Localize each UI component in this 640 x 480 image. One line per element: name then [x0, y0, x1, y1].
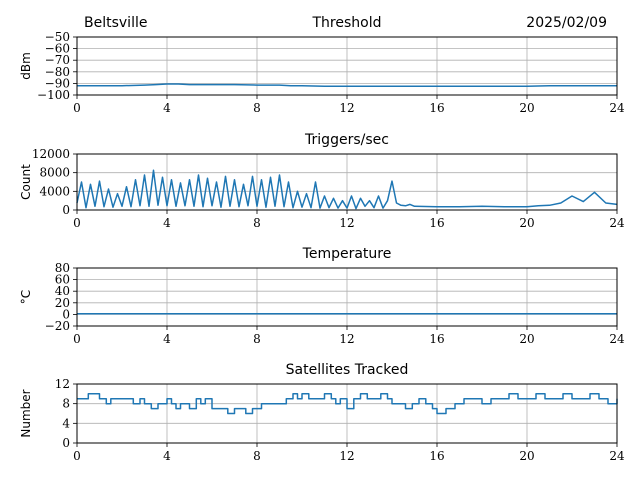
chart-panels: 0 4 8 12 16 20 24 −100−90−80−70−60−50 Threshold d… — [19, 15, 625, 463]
x-tick-label: 20 — [519, 449, 534, 463]
x-tick-label: 12 — [339, 449, 354, 463]
x-tick-label: 8 — [253, 449, 261, 463]
y-tick-label: 12000 — [32, 147, 70, 161]
y-tick-label: 8000 — [39, 166, 70, 180]
y-tick-label: −100 — [37, 88, 70, 102]
x-tick-label: 0 — [73, 216, 81, 230]
series-line — [77, 83, 617, 88]
y-tick-label: 80 — [55, 261, 70, 275]
x-tick-label: 24 — [609, 101, 625, 115]
y-tick-label: −60 — [45, 42, 70, 56]
chart-title: Triggers/sec — [304, 132, 389, 148]
chart-panel-1: 0 4 8 12 16 20 24 −100−90−80−70−60−50 Threshold d… — [19, 15, 625, 115]
x-tick-label: 0 — [73, 101, 81, 115]
y-axis-label: °C — [19, 290, 33, 304]
chart-title: Threshold — [312, 15, 382, 31]
x-tick-label: 0 — [73, 332, 81, 346]
y-tick-label: −80 — [45, 65, 70, 79]
y-axis-label: dBm — [19, 52, 33, 80]
y-tick-label: 0 — [62, 436, 70, 450]
x-tick-label: 8 — [253, 101, 261, 115]
chart-title: Temperature — [302, 246, 392, 262]
y-tick-label: 4000 — [39, 184, 70, 198]
y-tick-label: 8 — [62, 397, 70, 411]
y-tick-label: 0 — [62, 203, 70, 217]
chart-panel-4: 0 4 8 12 16 20 24 0 4 8 12 Satellites Tracked Number — [19, 362, 625, 463]
y-axis-label: Count — [19, 164, 33, 200]
y-axis-label: Number — [19, 389, 33, 437]
x-tick-label: 24 — [609, 332, 625, 346]
x-tick-label: 4 — [163, 216, 171, 230]
x-tick-label: 16 — [429, 449, 444, 463]
x-tick-label: 16 — [429, 216, 444, 230]
y-tick-label: 60 — [55, 273, 70, 287]
x-tick-label: 16 — [429, 332, 444, 346]
y-tick-label: 4 — [62, 416, 70, 430]
x-tick-label: 24 — [609, 216, 625, 230]
x-tick-label: 20 — [519, 101, 534, 115]
x-tick-label: 4 — [163, 332, 171, 346]
y-tick-label: −90 — [45, 76, 70, 90]
y-tick-label: −70 — [45, 53, 70, 67]
x-tick-label: 0 — [73, 449, 81, 463]
y-tick-label: 0 — [62, 307, 70, 321]
x-tick-label: 12 — [339, 216, 354, 230]
x-tick-label: 12 — [339, 332, 354, 346]
chart-panel-2: 0 4 8 12 16 20 24 0 4000 8000 12000 Triggers/sec Cou… — [19, 132, 625, 230]
y-tick-label: 40 — [55, 284, 70, 298]
series-line — [77, 393, 618, 415]
x-tick-label: 12 — [339, 101, 354, 115]
series-line — [76, 169, 618, 210]
station-location: Beltsville — [84, 15, 147, 31]
y-tick-label: −50 — [45, 30, 70, 44]
y-tick-label: 20 — [55, 296, 70, 310]
x-tick-label: 20 — [519, 216, 534, 230]
record-date: 2025/02/09 — [526, 15, 607, 31]
x-tick-label: 4 — [163, 449, 171, 463]
x-tick-label: 16 — [429, 101, 444, 115]
x-tick-label: 4 — [163, 101, 171, 115]
x-tick-label: 8 — [253, 332, 261, 346]
x-tick-label: 24 — [609, 449, 625, 463]
x-tick-label: 20 — [519, 332, 534, 346]
y-tick-label: 12 — [55, 377, 70, 391]
y-tick-label: −20 — [45, 319, 70, 333]
x-tick-label: 8 — [253, 216, 261, 230]
chart-title: Satellites Tracked — [286, 362, 409, 378]
